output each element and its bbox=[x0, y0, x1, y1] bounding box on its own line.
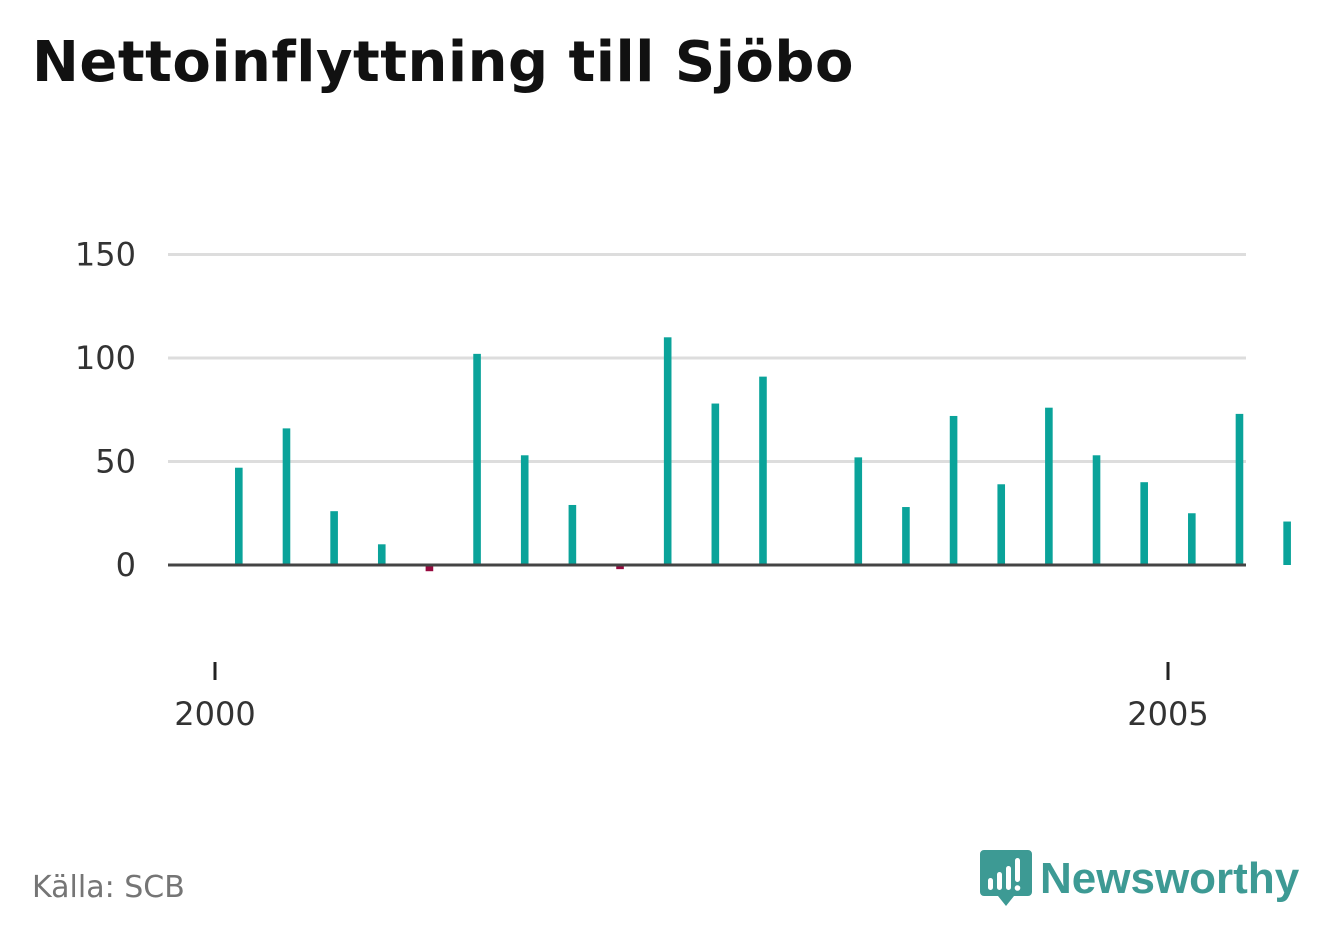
bar bbox=[1188, 513, 1196, 565]
bar bbox=[854, 457, 863, 565]
bar bbox=[759, 376, 767, 565]
newsworthy-icon bbox=[980, 850, 1032, 906]
bar bbox=[949, 415, 958, 565]
y-tick-label: 0 bbox=[116, 546, 136, 584]
x-tick-label: 2000 bbox=[174, 695, 255, 733]
bars bbox=[235, 337, 1291, 572]
bar bbox=[663, 337, 672, 565]
x-tick-labels: 200020052010201520202025 bbox=[174, 695, 1208, 733]
bar bbox=[235, 467, 243, 565]
bar bbox=[377, 544, 386, 565]
bar bbox=[711, 403, 720, 565]
bar bbox=[997, 484, 1006, 565]
bar bbox=[1283, 521, 1291, 565]
y-tick-labels: 0 50 100 150 bbox=[75, 236, 136, 585]
y-tick-label: 50 bbox=[95, 443, 136, 481]
bar bbox=[330, 511, 338, 565]
bar bbox=[520, 455, 529, 565]
bar bbox=[616, 565, 624, 570]
y-tick-label: 100 bbox=[75, 339, 136, 377]
bar bbox=[902, 507, 910, 565]
axes bbox=[168, 563, 1246, 680]
y-tick-label: 150 bbox=[75, 236, 136, 274]
chart-title: Nettoinflyttning till Sjöbo bbox=[32, 30, 854, 95]
brand-name: Newsworthy bbox=[1040, 854, 1300, 903]
brand-logo[interactable]: Newsworthy bbox=[980, 848, 1299, 910]
bar bbox=[282, 428, 291, 565]
bar bbox=[568, 504, 577, 565]
x-tick-label: 2005 bbox=[1127, 695, 1208, 733]
gridlines bbox=[168, 253, 1246, 463]
bar bbox=[1045, 407, 1053, 565]
bar bbox=[1235, 413, 1244, 565]
bar bbox=[1092, 455, 1101, 565]
source-note: Källa: SCB bbox=[32, 870, 185, 905]
bar bbox=[425, 565, 434, 572]
bar bbox=[1140, 482, 1148, 565]
bar bbox=[473, 353, 481, 565]
